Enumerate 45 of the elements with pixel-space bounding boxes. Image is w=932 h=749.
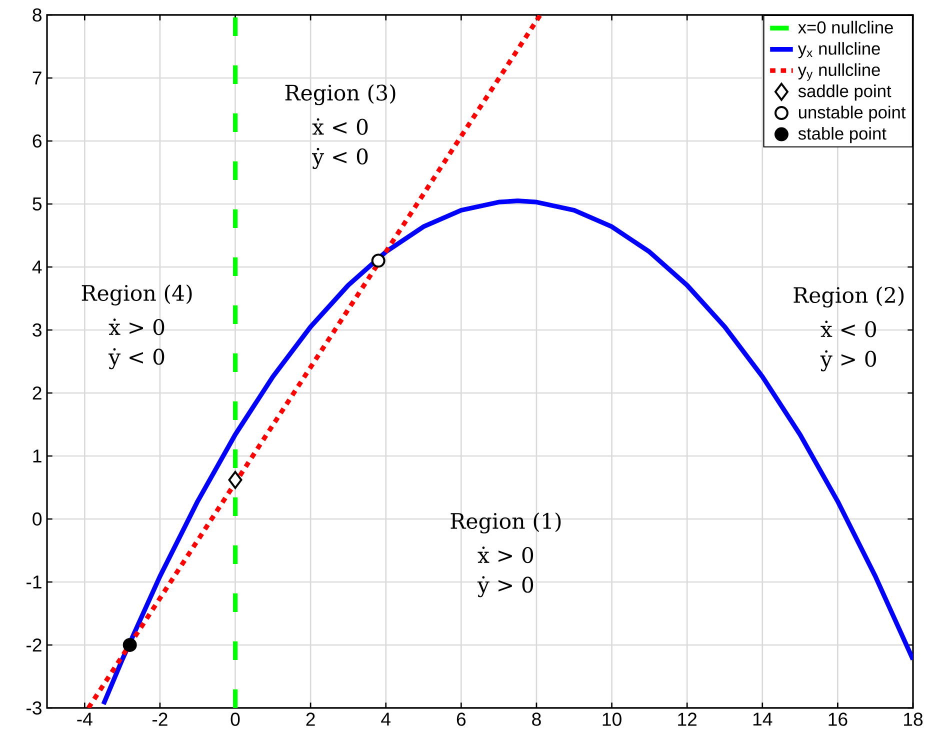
annotation: ẏ > 0 [820, 350, 876, 372]
annotation: ẏ > 0 [477, 576, 534, 598]
legend-label: x=0 nullcline [798, 20, 893, 34]
point [122, 638, 137, 652]
annotation: Region (3) [285, 84, 396, 106]
y-tick-label: 2 [32, 386, 42, 400]
x-tick-label: 16 [828, 712, 848, 726]
x-tick-label: 14 [753, 712, 772, 726]
annotation: ẋ < 0 [820, 320, 876, 338]
legend-label: y$_{y}$ nullcline [798, 63, 880, 81]
y-tick-label: 0 [32, 512, 42, 526]
legend-label: unstable point [798, 106, 906, 122]
annotation: ẋ > 0 [478, 546, 534, 564]
x-tick-label: 10 [602, 712, 622, 726]
y-tick-label: 1 [33, 450, 42, 462]
y-tick-label: 4 [32, 260, 42, 274]
legend-label: y$_{x}$ nullcline [798, 42, 880, 58]
y-tick-label: 5 [32, 197, 42, 210]
annotation: ẏ < 0 [108, 348, 164, 370]
y-tick-label: -2 [26, 638, 42, 652]
annotation: Region (2) [794, 286, 904, 308]
y-tick-label: 6 [32, 134, 42, 148]
annotation: ẋ < 0 [312, 118, 368, 135]
annotation: Region (4) [82, 284, 192, 306]
legend-label: stable point [798, 126, 886, 144]
x-tick-label: 12 [678, 712, 697, 726]
x-tick-label: 2 [306, 712, 315, 726]
x-tick-label: 18 [904, 712, 923, 726]
y-tick-label: -1 [26, 576, 42, 588]
point [371, 254, 386, 268]
y-tick-label: 7 [32, 72, 42, 84]
x-tick-label: 4 [381, 712, 391, 726]
x-tick-label: 0 [230, 712, 240, 726]
annotation: ẏ < 0 [312, 148, 368, 169]
x-tick-label: 6 [456, 712, 466, 726]
point [228, 470, 242, 489]
x-tick-label: -4 [77, 712, 92, 726]
y-tick-label: -3 [26, 701, 42, 715]
x-tick-label: 8 [532, 712, 541, 726]
legend-label: saddle point [798, 84, 892, 101]
x-tick-label: -2 [152, 712, 168, 726]
annotation: ẋ > 0 [108, 318, 164, 336]
y-tick-label: 8 [32, 8, 42, 22]
annotation: Region (1) [450, 512, 561, 534]
y-tick-label: 3 [32, 323, 42, 337]
